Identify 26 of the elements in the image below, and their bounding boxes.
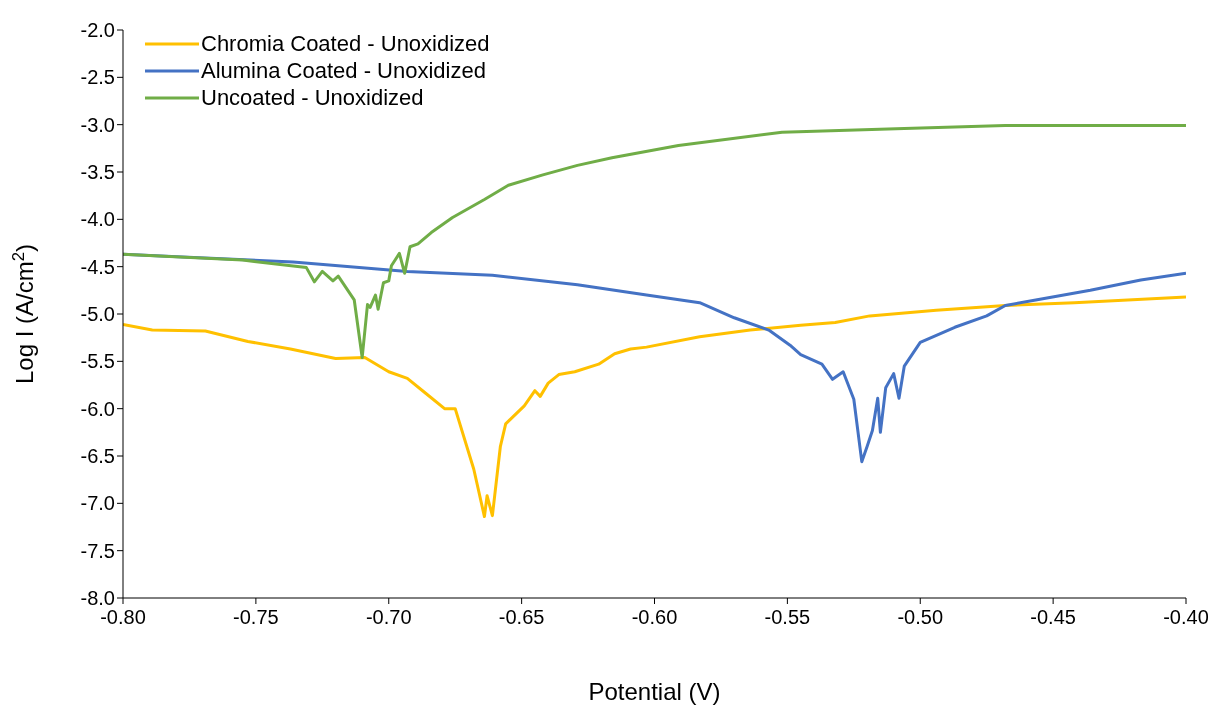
y-tick-label: -3.5	[80, 161, 115, 184]
y-tick-label: -4.5	[80, 255, 115, 278]
y-tick-label: -5.0	[80, 303, 115, 326]
legend-label: Chromia Coated - Unoxidized	[201, 30, 490, 57]
x-tick-label: -0.40	[1163, 606, 1209, 629]
y-tick-label: -4.0	[80, 208, 115, 231]
y-tick-label: -6.0	[80, 397, 115, 420]
y-tick-label: -7.0	[80, 492, 115, 515]
x-tick-label: -0.70	[365, 606, 412, 629]
x-tick-label: -0.55	[764, 606, 811, 629]
x-tick-label: -0.50	[897, 606, 944, 629]
y-tick-label: -2.0	[80, 19, 115, 42]
y-tick-label: -5.5	[80, 350, 115, 373]
x-tick-label: -0.45	[1030, 606, 1076, 629]
x-tick-label: -0.75	[233, 606, 279, 629]
x-axis-title: Potential (V)	[588, 678, 721, 706]
legend-label: Alumina Coated - Unoxidized	[201, 57, 486, 84]
line-series	[123, 295, 1186, 519]
y-tick-label: -3.0	[80, 113, 115, 136]
y-tick-label: -7.5	[80, 539, 115, 562]
line-series	[123, 124, 1186, 360]
x-tick-label: -0.65	[498, 606, 545, 629]
y-tick-label: -2.5	[80, 66, 115, 89]
y-tick-label: -6.5	[80, 445, 115, 468]
legend-label: Uncoated - Unoxidized	[201, 84, 424, 111]
x-tick-label: -0.60	[631, 606, 678, 629]
